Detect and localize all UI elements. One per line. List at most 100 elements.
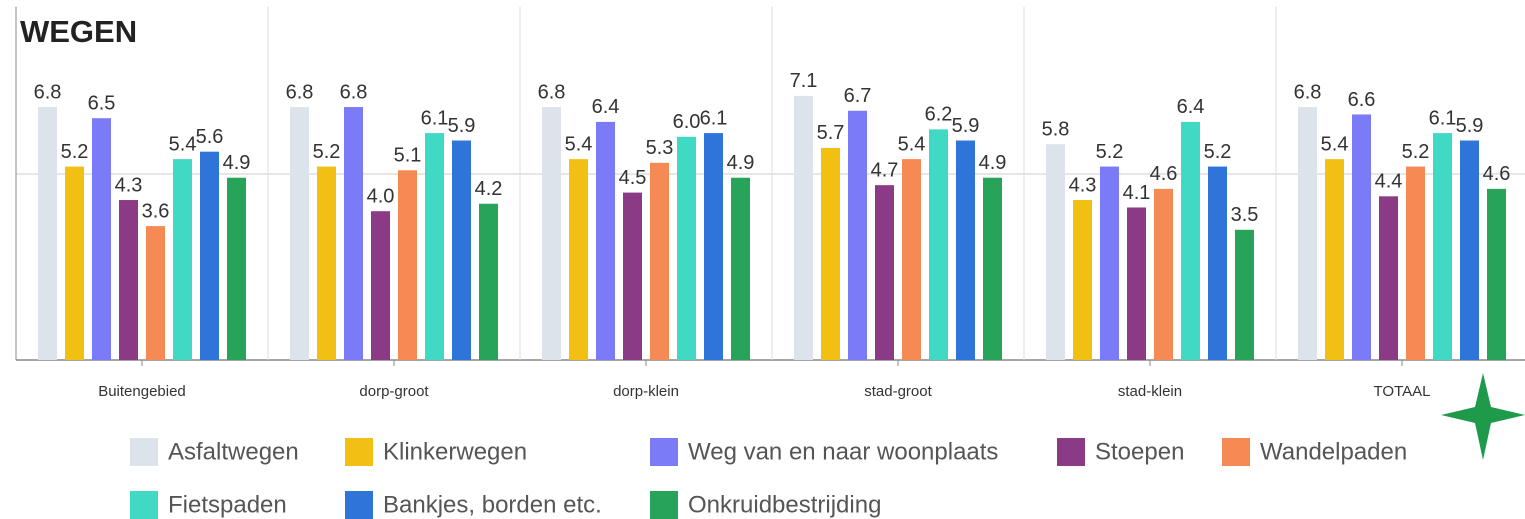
- bar: [1379, 196, 1398, 360]
- bar: [119, 200, 138, 360]
- bar: [1235, 229, 1254, 360]
- value-label: 6.4: [1177, 96, 1205, 118]
- value-label: 4.2: [475, 178, 503, 200]
- bar: [542, 107, 561, 360]
- value-label: 6.8: [340, 81, 368, 103]
- value-label: 6.8: [286, 81, 314, 103]
- bar: [1181, 121, 1200, 360]
- value-label: 7.1: [790, 70, 818, 92]
- bar: [848, 110, 867, 360]
- value-label: 3.5: [1231, 204, 1259, 226]
- bar: [1433, 133, 1452, 360]
- value-label: 6.0: [673, 111, 701, 133]
- bar: [1100, 166, 1119, 360]
- bar: [38, 107, 57, 360]
- bar: [623, 192, 642, 360]
- value-label: 6.2: [925, 104, 953, 126]
- bar: [794, 95, 813, 360]
- value-label: 5.8: [1042, 119, 1070, 141]
- bar: [1460, 140, 1479, 360]
- bar: [704, 133, 723, 360]
- bar: [1073, 200, 1092, 360]
- value-label: 5.7: [817, 122, 845, 144]
- value-label: 6.1: [1429, 107, 1457, 129]
- value-label: 5.4: [1321, 133, 1349, 155]
- bar: [677, 136, 696, 360]
- bar: [227, 177, 246, 360]
- x-tick-label: dorp-klein: [613, 383, 679, 400]
- value-label: 5.6: [196, 126, 224, 148]
- bar: [1046, 144, 1065, 360]
- value-label: 4.7: [871, 159, 899, 181]
- bar: [1208, 166, 1227, 360]
- value-label: 5.2: [1096, 141, 1124, 163]
- decoration-star: [1441, 373, 1525, 460]
- value-label: 4.3: [1069, 174, 1097, 196]
- bar: [371, 211, 390, 360]
- bar: [1154, 188, 1173, 360]
- value-label: 6.4: [592, 96, 620, 118]
- legend-label: Fietspaden: [168, 491, 287, 518]
- bar: [983, 177, 1002, 360]
- value-label: 6.8: [34, 81, 62, 103]
- legend-label: Bankjes, borden etc.: [383, 491, 602, 518]
- value-label: 5.1: [394, 145, 422, 167]
- x-tick-label: TOTAAL: [1374, 383, 1431, 400]
- legend-swatch: [1222, 438, 1250, 466]
- bar: [821, 147, 840, 360]
- value-label: 4.9: [727, 152, 755, 174]
- bar: [290, 107, 309, 360]
- value-label: 5.4: [169, 133, 197, 155]
- value-label: 5.9: [952, 115, 980, 137]
- value-label: 4.9: [979, 152, 1007, 174]
- value-label: 6.7: [844, 85, 872, 107]
- legend-swatch: [650, 438, 678, 466]
- value-label: 5.2: [61, 141, 89, 163]
- value-label: 5.4: [565, 133, 593, 155]
- legend-label: Stoepen: [1095, 438, 1184, 465]
- value-label: 4.6: [1483, 163, 1511, 185]
- bar: [956, 140, 975, 360]
- value-label: 3.6: [142, 200, 170, 222]
- legend-label: Wandelpaden: [1260, 438, 1407, 465]
- bar: [1406, 166, 1425, 360]
- bar: [344, 107, 363, 360]
- bar: [569, 159, 588, 360]
- value-label: 5.9: [448, 115, 476, 137]
- x-tick-label: Buitengebied: [98, 383, 186, 400]
- x-tick-label: dorp-groot: [359, 383, 429, 400]
- bar: [146, 226, 165, 360]
- value-label: 6.8: [1294, 81, 1322, 103]
- legend-swatch: [1057, 438, 1085, 466]
- bar: [173, 159, 192, 360]
- value-label: 4.6: [1150, 163, 1178, 185]
- legend-swatch: [345, 438, 373, 466]
- bar: [731, 177, 750, 360]
- value-label: 5.2: [1204, 141, 1232, 163]
- bar: [200, 151, 219, 360]
- bar: [1325, 159, 1344, 360]
- bar: [929, 129, 948, 360]
- value-label: 5.9: [1456, 115, 1484, 137]
- bar: [1127, 207, 1146, 360]
- bar: [902, 159, 921, 360]
- bar: [1352, 114, 1371, 360]
- bar: [398, 170, 417, 360]
- x-tick-label: stad-groot: [864, 383, 932, 400]
- value-label: 6.6: [1348, 89, 1376, 111]
- value-label: 4.3: [115, 174, 143, 196]
- bar: [452, 140, 471, 360]
- value-label: 6.8: [538, 81, 566, 103]
- bar: [650, 162, 669, 360]
- legend-swatch: [130, 491, 158, 519]
- legend-label: Klinkerwegen: [383, 438, 527, 465]
- bar: [1298, 107, 1317, 360]
- bar: [65, 166, 84, 360]
- value-label: 5.2: [313, 141, 341, 163]
- value-label: 4.5: [619, 167, 647, 189]
- bar: [479, 203, 498, 360]
- value-label: 6.1: [700, 107, 728, 129]
- bar: [1487, 188, 1506, 360]
- legend-label: Asfaltwegen: [168, 438, 299, 465]
